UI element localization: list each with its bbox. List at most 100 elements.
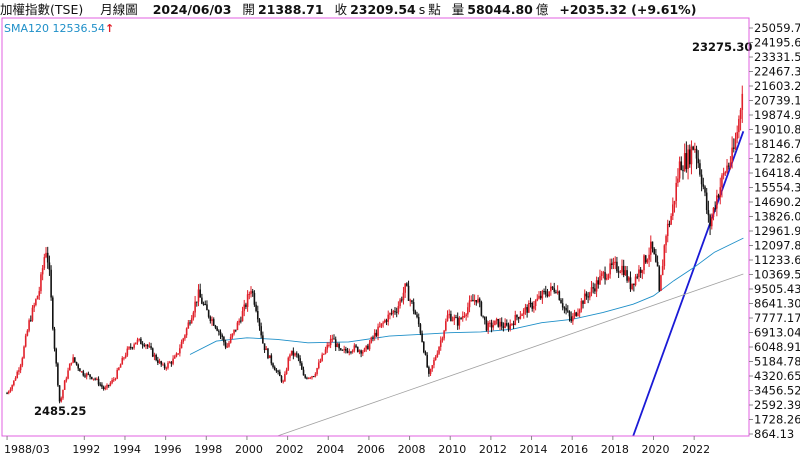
candle-down: [555, 291, 557, 293]
candle-down: [267, 348, 269, 359]
candle-down: [345, 348, 347, 351]
candle-down: [140, 338, 142, 345]
candle-up: [524, 307, 527, 310]
candle-up: [241, 311, 244, 322]
candle-down: [367, 345, 369, 350]
candle-down: [46, 252, 49, 263]
candle-down: [223, 337, 225, 343]
candle-down: [482, 315, 484, 317]
candle-up: [192, 312, 195, 319]
candle-up: [172, 358, 174, 364]
candle-down: [170, 362, 173, 364]
high-annotation: 23275.30: [692, 40, 752, 54]
candle-up: [62, 389, 64, 399]
candle-up: [290, 350, 293, 355]
candle-up: [663, 245, 666, 267]
y-tick-label: 2592.39: [754, 398, 800, 412]
candle-down: [455, 317, 457, 319]
candle-up: [236, 322, 239, 331]
candle-down: [460, 318, 462, 320]
sma-value: 12536.54: [52, 22, 106, 35]
candle-up: [326, 345, 329, 350]
candle-up: [353, 345, 356, 351]
candle-up: [138, 338, 140, 340]
candle-down: [234, 329, 237, 331]
candle-up: [362, 351, 364, 354]
candle-down: [497, 318, 500, 327]
candle-up: [738, 118, 740, 133]
candle-up: [683, 153, 686, 171]
candle-down: [102, 386, 105, 389]
candle-up: [429, 369, 432, 374]
candle-up: [595, 280, 598, 292]
candle-down: [636, 276, 639, 278]
candle-up: [389, 313, 391, 315]
candle-up: [248, 293, 251, 295]
candle-up: [158, 361, 161, 363]
candle-down: [390, 313, 393, 315]
candle-up: [541, 291, 544, 299]
candle-up: [467, 307, 469, 315]
candle-down: [575, 312, 578, 316]
candle-down: [29, 320, 32, 322]
candle-up: [431, 365, 434, 370]
candle-up: [600, 273, 603, 276]
candle-down: [680, 161, 683, 171]
candle-up: [521, 314, 523, 316]
candle-down: [355, 345, 357, 347]
candle-down: [240, 320, 242, 322]
candle-up: [190, 318, 193, 324]
candle-up: [492, 325, 495, 328]
candle-up: [126, 348, 129, 356]
candle-up: [135, 342, 137, 345]
candle-up: [672, 204, 674, 217]
candle-down: [77, 364, 80, 369]
candle-up: [634, 276, 637, 286]
candle-down: [543, 291, 545, 293]
candle-up: [167, 362, 169, 368]
candle-down: [656, 261, 659, 267]
candle-up: [16, 371, 19, 379]
candle-down: [157, 360, 159, 363]
candle-up: [314, 373, 317, 377]
candle-up: [31, 307, 34, 321]
candle-down: [633, 283, 635, 286]
candle-down: [727, 165, 730, 167]
candle-down: [426, 354, 428, 368]
y-tick-label: 8641.30: [754, 296, 800, 310]
sma-indicator-label: SMA120 12536.54↑: [4, 22, 114, 35]
x-tick-label: 1996: [154, 443, 182, 456]
candle-down: [644, 255, 647, 263]
candle-down: [622, 265, 625, 276]
candle-up: [446, 315, 449, 322]
candle-up: [599, 275, 601, 285]
candle-up: [627, 277, 630, 281]
y-tick-label: 25059.7: [754, 21, 800, 35]
x-tick-label: 2018: [601, 443, 629, 456]
candle-up: [24, 335, 27, 347]
candle-down: [87, 373, 90, 375]
candle-down: [151, 348, 154, 357]
candle-down: [89, 374, 91, 377]
candle-down: [485, 319, 488, 331]
candle-down: [478, 298, 481, 302]
candle-up: [487, 322, 489, 331]
candle-down: [553, 288, 556, 292]
candle-up: [177, 353, 179, 355]
candle-down: [714, 207, 716, 209]
candle-down: [558, 291, 561, 300]
candle-up: [284, 373, 286, 382]
candle-down: [568, 311, 571, 317]
candle-up: [343, 348, 345, 350]
candle-up: [660, 275, 662, 291]
candle-down: [699, 163, 701, 175]
candle-down: [209, 316, 212, 322]
candle-down: [539, 295, 542, 299]
candle-down: [74, 357, 76, 362]
candle-up: [614, 261, 617, 263]
candle-up: [387, 314, 390, 322]
candle-down: [258, 319, 261, 327]
candle-down: [688, 149, 691, 165]
y-tick-label: 9505.43: [754, 282, 800, 296]
candle-down: [163, 364, 166, 369]
